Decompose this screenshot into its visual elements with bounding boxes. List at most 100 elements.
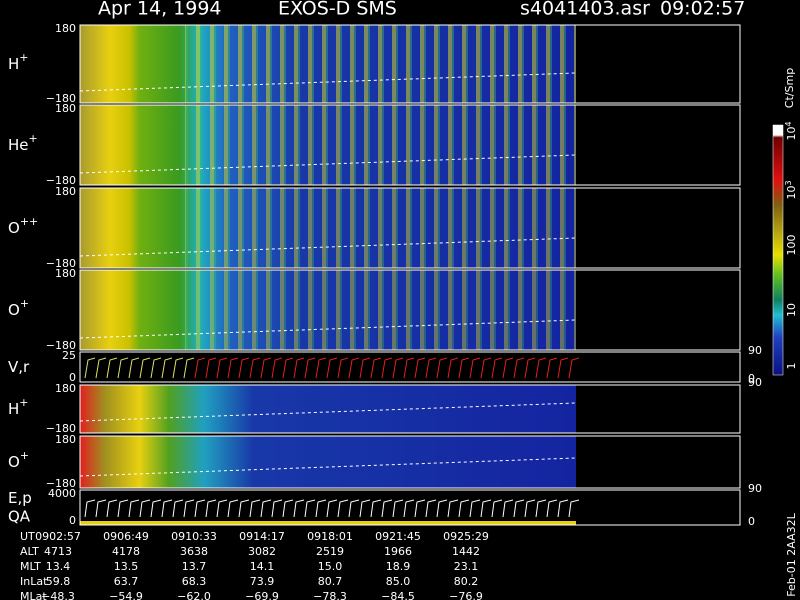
cell: 73.9 [250,575,275,588]
energy-trace [106,499,118,518]
colorbar-base: 100 [785,235,798,256]
velocity-trace [95,357,107,379]
panel-frame [79,435,741,489]
panel-frame [79,384,741,434]
ion-charge: + [19,51,28,64]
row-label: MLat [20,590,47,600]
row-label: ALT [20,545,39,558]
cell: 80.7 [318,575,343,588]
velocity-trace [480,357,492,379]
ion-name: O [8,301,20,319]
energy-trace [216,499,228,518]
velocity-trace [304,357,316,379]
cell: 4178 [112,545,140,558]
axis-bottom-label: −180 [46,477,76,490]
axis-top-label: 4000 [48,487,76,500]
pitch-line [79,402,577,422]
velocity-trace [315,357,327,379]
cell: 63.7 [114,575,139,588]
energy-trace [260,499,272,518]
cell: 0914:17 [239,530,285,543]
spectrogram-stripes [185,188,576,268]
energy-trace [403,499,415,518]
axis-bottom-label: −180 [46,92,76,105]
energy-trace [95,499,107,518]
pitch-line [79,154,577,174]
velocity-trace [216,357,228,379]
colorbar-base: 10 [785,186,798,200]
right-axis-label: 90 [748,482,762,495]
right-axis-label: 0 [748,372,755,385]
ion-name: He [8,136,29,154]
velocity-trace [502,357,514,379]
panel-bg [80,490,740,525]
energy-trace [304,499,316,518]
velocity-trace [535,357,547,379]
energy-trace [337,499,349,518]
ion-name: H [8,400,19,418]
axis-bottom-label: 0 [69,514,76,527]
axis-bottom-label: −180 [46,339,76,352]
panel-label: E,p [8,489,32,507]
pitch-line [79,72,577,92]
cell: 2519 [316,545,344,558]
cell: −76.9 [449,590,483,600]
panel-label: V,r [8,358,30,376]
energy-trace [249,499,261,518]
cell: 1966 [384,545,412,558]
energy-trace [546,499,558,518]
cell: 1442 [452,545,480,558]
energy-trace [535,499,547,518]
energy-trace [502,499,514,518]
cell: −62.0 [177,590,211,600]
cell: 85.0 [386,575,411,588]
cell: 68.3 [182,575,207,588]
velocity-trace [117,357,129,379]
axis-top-label: 25 [62,349,76,362]
velocity-trace [128,357,140,379]
panel-label: O+ [8,449,29,471]
cell: 15.0 [318,560,343,573]
velocity-trace [337,357,349,379]
energy-trace [326,499,338,518]
velocity-trace [326,357,338,379]
velocity-trace [205,357,217,379]
colorbar-exp: 4 [784,121,793,126]
colorbar-label: 100 [785,235,798,256]
file-name: s4041403.asr [520,0,650,20]
velocity-trace [84,357,96,379]
panel-frame [79,269,741,351]
pitch-line [79,319,577,339]
spectrogram [80,385,576,433]
ion-name: O [8,453,20,471]
velocity-trace [293,357,305,379]
row-label: MLT [20,560,41,573]
panel-label: He+ [8,132,38,154]
velocity-trace [227,357,239,379]
colorbar-label: 10 [785,303,798,317]
energy-trace [150,499,162,518]
panel-label: QA [8,508,31,526]
velocity-trace [568,357,580,379]
energy-trace [315,499,327,518]
velocity-trace [260,357,272,379]
velocity-trace [491,357,503,379]
velocity-trace [348,357,360,379]
energy-trace [84,499,96,518]
velocity-trace [392,357,404,379]
energy-trace [205,499,217,518]
footer: Feb-01 2AA32L [785,512,798,596]
energy-trace [348,499,360,518]
cell: −54.9 [109,590,143,600]
velocity-trace [106,357,118,379]
ion-charge: + [20,297,29,310]
velocity-trace [249,357,261,379]
velocity-trace [414,357,426,379]
colorbar-base: 1 [785,363,798,370]
energy-trace [227,499,239,518]
energy-trace [392,499,404,518]
cell: 0902:57 [35,530,81,543]
energy-trace [183,499,195,518]
energy-trace [568,499,580,518]
energy-trace [139,499,151,518]
